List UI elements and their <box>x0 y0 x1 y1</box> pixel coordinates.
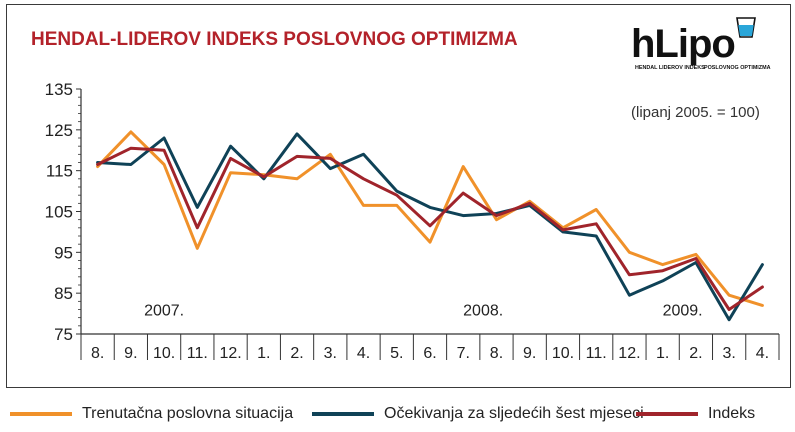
x-tick-label: 5. <box>390 345 403 362</box>
line-chart: HENDAL-LIDEROV INDEKS POSLOVNOG OPTIMIZM… <box>31 17 780 362</box>
year-label: 2009. <box>663 303 703 320</box>
legend: Trenutačna poslovna situacija Očekivanja … <box>0 400 795 430</box>
legend-label: Očekivanja za sljedećih šest mjeseci <box>384 405 644 422</box>
x-tick-label: 1. <box>656 345 669 362</box>
x-tick-label: 9. <box>124 345 137 362</box>
x-tick-label: 3. <box>324 345 337 362</box>
x-tick-label: 1. <box>257 345 270 362</box>
legend-label: Indeks <box>708 405 756 422</box>
legend-label: Trenutačna poslovna situacija <box>82 405 294 422</box>
x-tick-label: 12. <box>618 345 640 362</box>
legend-swatch <box>10 412 72 416</box>
y-tick-label: 75 <box>54 325 73 344</box>
x-tick-label: 2. <box>290 345 303 362</box>
y-tick-label: 115 <box>46 162 73 181</box>
x-tick-label: 11. <box>586 345 607 362</box>
logo-subtitle-right: POSLOVNOG OPTIMIZMA <box>704 65 771 71</box>
chart-title: HENDAL-LIDEROV INDEKS POSLOVNOG OPTIMIZM… <box>31 29 518 50</box>
x-tick-label: 4. <box>756 345 769 362</box>
x-tick-label: 3. <box>722 345 735 362</box>
x-tick-label: 10. <box>153 345 175 362</box>
logo-text: hLipo <box>631 22 735 66</box>
x-tick-label: 6. <box>423 345 436 362</box>
year-label: 2008. <box>463 303 503 320</box>
x-tick-label: 12. <box>219 345 241 362</box>
y-tick-label: 105 <box>45 203 73 222</box>
x-tick-label: 7. <box>457 345 470 362</box>
chart-frame: HENDAL-LIDEROV INDEKS POSLOVNOG OPTIMIZM… <box>6 4 791 388</box>
y-tick-label: 85 <box>54 284 73 303</box>
x-tick-label: 11. <box>187 345 208 362</box>
series-lines <box>96 130 764 322</box>
base-period-note: (lipanj 2005. = 100) <box>631 104 760 121</box>
x-tick-label: 2. <box>689 345 702 362</box>
x-tick-label: 8. <box>91 345 104 362</box>
x-tick-label: 10. <box>552 345 574 362</box>
series-line <box>96 146 764 311</box>
logo-subtitle-left: HENDAL LIDEROV INDEKS <box>635 65 705 71</box>
y-tick-label: 95 <box>54 243 73 262</box>
x-tick-label: 8. <box>490 345 503 362</box>
series-line <box>96 130 764 307</box>
x-tick-label: 9. <box>523 345 536 362</box>
axes: 75 85 95 105 115 125 135 8. 9. 10. 11. 12. 1. 2. 3. 4. 5… <box>45 80 780 362</box>
y-tick-label: 125 <box>45 121 73 140</box>
year-labels: 2007. 2008. 2009. <box>144 303 703 320</box>
legend-item: Trenutačna poslovna situacija <box>10 402 293 426</box>
legend-swatch <box>636 412 698 416</box>
logo-glass-water <box>738 25 754 36</box>
year-label: 2007. <box>144 303 184 320</box>
hlipo-logo: hLipo HENDAL LIDEROV INDEKS POSLOVNOG OP… <box>631 17 771 71</box>
series-line <box>96 132 764 322</box>
x-tick-label: 4. <box>357 345 370 362</box>
legend-swatch <box>312 412 374 416</box>
legend-item: Indeks <box>636 402 755 426</box>
legend-item: Očekivanja za sljedećih šest mjeseci <box>312 402 644 426</box>
y-tick-label: 135 <box>45 80 73 99</box>
